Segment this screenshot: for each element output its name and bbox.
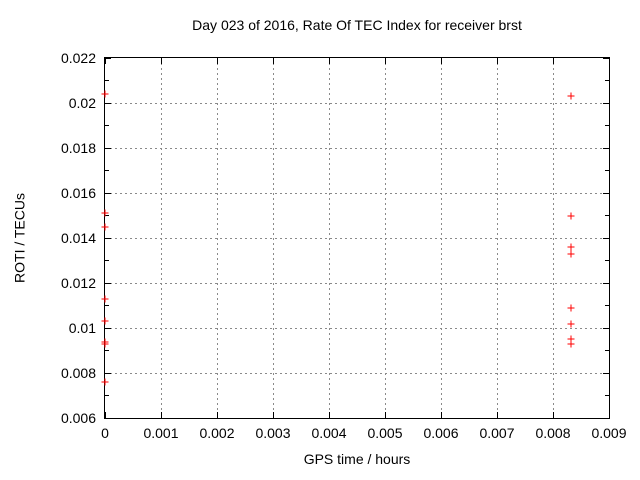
h-gridline [105,327,609,329]
plot-area [104,57,610,419]
data-point-marker [101,340,109,348]
x-tick [104,58,106,64]
h-gridline [105,192,609,194]
x-tick [496,58,498,64]
data-point-marker [567,250,575,258]
y-tick-label: 0.022 [60,50,96,66]
y-tick [105,372,111,374]
data-point-marker [101,295,109,303]
data-point-marker [567,243,575,251]
x-tick [552,58,554,64]
y-minor-tick [105,125,109,126]
y-tick [105,57,111,59]
y-minor-tick [605,170,609,171]
x-tick-label: 0.002 [199,425,235,441]
x-tick [272,58,274,64]
x-tick [160,412,162,418]
x-tick [384,58,386,64]
y-tick [105,237,111,239]
y-tick-label: 0.02 [68,95,96,111]
y-minor-tick [605,395,609,396]
chart-title: Day 023 of 2016, Rate Of TEC Index for r… [192,17,522,33]
h-gridline [105,237,609,239]
y-tick [603,147,609,149]
x-tick [440,412,442,418]
x-tick [608,58,610,64]
h-gridline [105,282,609,284]
y-minor-tick [105,305,109,306]
y-tick [105,282,111,284]
data-point-marker [567,304,575,312]
x-tick-label: 0.003 [255,425,291,441]
y-minor-tick [105,80,109,81]
y-tick [105,417,111,419]
y-tick [603,57,609,59]
y-tick [105,192,111,194]
x-tick-label: 0.006 [423,425,459,441]
data-point-marker [567,92,575,100]
data-point-marker [101,90,109,98]
data-point-marker [101,223,109,231]
x-tick [328,58,330,64]
y-tick-label: 0.014 [60,230,96,246]
y-tick-label: 0.008 [60,365,96,381]
data-point-marker [567,335,575,343]
y-tick [603,372,609,374]
y-tick [603,417,609,419]
y-tick [603,192,609,194]
data-point-marker [567,320,575,327]
y-minor-tick [105,395,109,396]
x-tick [440,58,442,64]
x-axis-title: GPS time / hours [303,451,411,467]
y-minor-tick [605,125,609,126]
y-tick [603,237,609,239]
x-tick [216,58,218,64]
y-tick-label: 0.018 [60,140,96,156]
y-tick [603,327,609,329]
y-tick-label: 0.012 [60,275,96,291]
h-gridline [105,147,609,149]
x-tick-label: 0 [101,425,109,441]
y-minor-tick [605,350,609,351]
x-tick [104,412,106,418]
y-tick [105,327,111,329]
y-minor-tick [605,215,609,216]
y-minor-tick [105,170,109,171]
x-tick-label: 0.007 [479,425,515,441]
y-tick [603,102,609,104]
x-tick [216,412,218,418]
h-gridline [105,372,609,374]
x-tick-label: 0.004 [311,425,347,441]
data-point-marker [567,212,575,219]
y-minor-tick [605,305,609,306]
x-tick [272,412,274,418]
y-tick-label: 0.016 [60,185,96,201]
y-tick [105,102,111,104]
x-tick-label: 0.008 [535,425,571,441]
data-point-marker [101,317,109,325]
x-tick-label: 0.005 [367,425,403,441]
y-minor-tick [605,260,609,261]
y-tick [603,282,609,284]
x-tick-label: 0.001 [143,425,179,441]
data-point-marker [101,378,109,386]
y-tick [105,147,111,149]
x-tick [160,58,162,64]
data-point-marker [567,340,575,348]
h-gridline [105,102,609,104]
y-minor-tick [605,80,609,81]
y-tick-label: 0.01 [68,320,96,336]
x-tick [384,412,386,418]
y-minor-tick [105,260,109,261]
x-tick [328,412,330,418]
x-tick [552,412,554,418]
x-tick-label: 0.009 [591,425,627,441]
x-tick [608,412,610,418]
data-point-marker [101,209,109,217]
y-minor-tick [105,350,109,351]
x-tick [496,412,498,418]
y-tick-label: 0.006 [60,410,96,426]
